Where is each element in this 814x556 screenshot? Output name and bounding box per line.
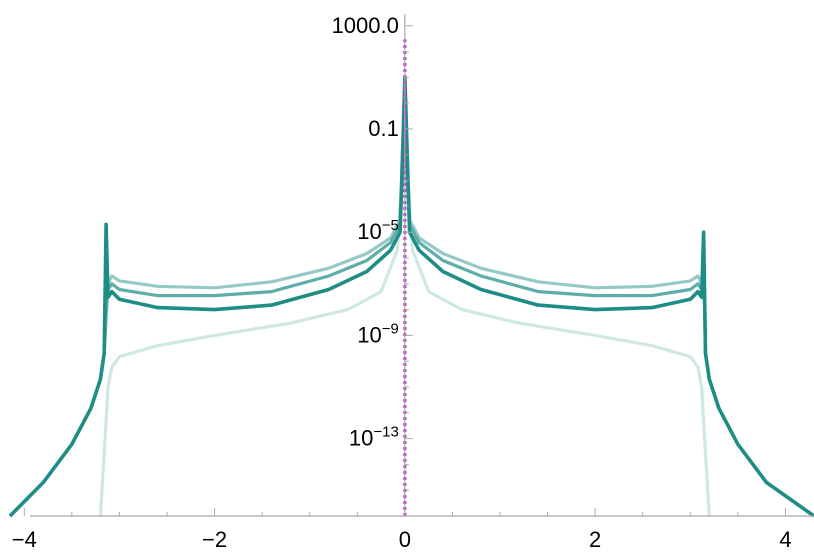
x-tick-label: 2 (589, 527, 601, 552)
series-2-line (8, 140, 814, 518)
y-tick-label: 10−5 (357, 217, 399, 244)
x-ticks: −4 −2 0 2 4 (12, 508, 792, 552)
series-layer (8, 39, 814, 518)
x-tick-label: 4 (779, 527, 791, 552)
x-tick-label: 0 (399, 527, 411, 552)
x-tick-label: −4 (12, 527, 37, 552)
y-tick-label: 10−9 (357, 320, 399, 347)
y-tick-label: 1000.0 (332, 13, 399, 38)
y-tick-label: 10−13 (349, 424, 399, 451)
series-4-line (8, 75, 814, 518)
x-tick-label: −2 (202, 527, 227, 552)
y-tick-label: 0.1 (368, 116, 399, 141)
series-3-line (8, 115, 814, 518)
y-ticks: 1000.0 0.1 10−5 10−9 10−13 (332, 13, 413, 491)
